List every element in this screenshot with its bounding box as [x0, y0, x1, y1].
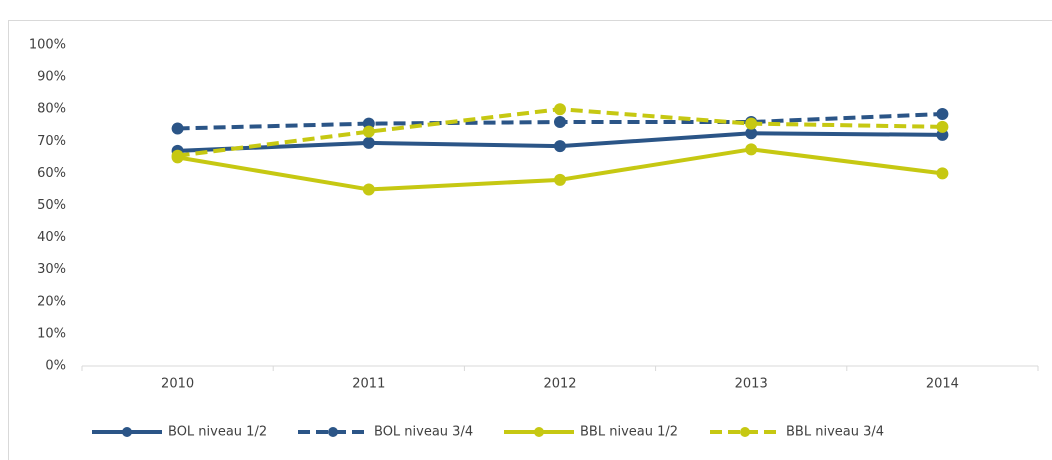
- point: [362, 183, 375, 196]
- point: [554, 116, 566, 129]
- point: [554, 103, 566, 116]
- point: [171, 149, 184, 162]
- legend-label: BOL niveau 3/4: [374, 425, 473, 440]
- point: [171, 122, 184, 135]
- x-tick-label: 2010: [161, 377, 194, 392]
- x-tick-label: 2011: [352, 377, 385, 392]
- point: [745, 117, 758, 130]
- y-tick-label: 50%: [37, 198, 66, 213]
- x-tick-label: 2013: [735, 377, 768, 392]
- y-tick-label: 60%: [37, 166, 66, 181]
- point: [362, 136, 375, 149]
- y-tick-label: 80%: [37, 102, 66, 117]
- y-tick-label: 70%: [37, 134, 66, 149]
- x-tick-label: 2014: [926, 377, 959, 392]
- legend-label: BOL niveau 1/2: [168, 425, 267, 440]
- point: [936, 167, 949, 180]
- legend-marker: [122, 427, 132, 437]
- point: [554, 140, 566, 153]
- point: [745, 143, 758, 156]
- legend-marker: [740, 427, 750, 437]
- y-tick-label: 0%: [45, 359, 66, 374]
- y-tick-label: 40%: [37, 230, 66, 245]
- y-tick-label: 90%: [37, 70, 66, 85]
- point: [745, 127, 758, 140]
- point: [362, 125, 375, 138]
- legend-label: BBL niveau 3/4: [786, 425, 884, 440]
- legend-marker: [534, 427, 544, 437]
- y-tick-label: 100%: [29, 38, 66, 53]
- y-tick-label: 30%: [37, 262, 66, 277]
- point: [554, 173, 566, 186]
- y-tick-label: 10%: [37, 326, 66, 341]
- y-tick-label: 20%: [37, 294, 66, 309]
- legend-marker: [328, 427, 338, 437]
- chart-frame: [8, 20, 1052, 460]
- legend-label: BBL niveau 1/2: [580, 425, 678, 440]
- x-tick-label: 2012: [543, 377, 576, 392]
- point: [936, 108, 949, 121]
- point: [936, 120, 949, 133]
